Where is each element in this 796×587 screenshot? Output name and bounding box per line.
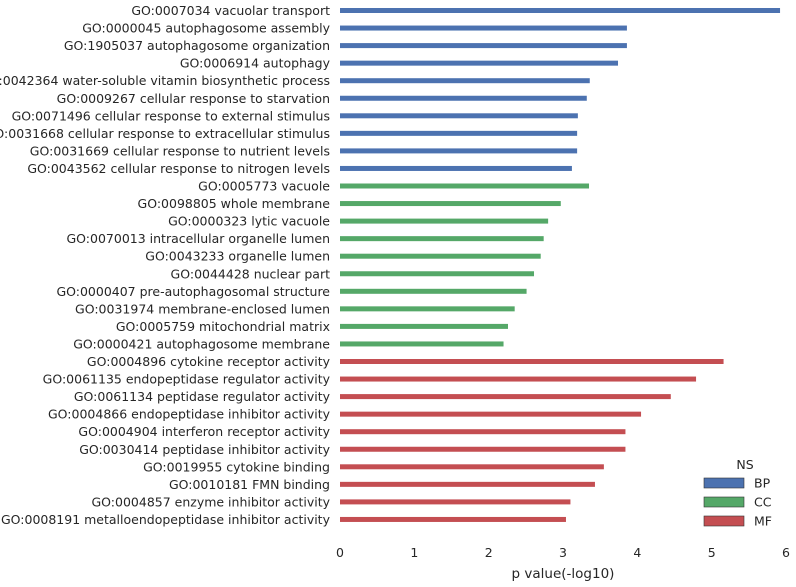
legend-label-mf: MF: [754, 514, 772, 529]
category-label: GO:0004896 cytokine receptor activity: [87, 354, 331, 369]
category-label: GO:0030414 peptidase inhibitor activity: [79, 442, 330, 457]
category-label: GO:0070013 intracellular organelle lumen: [66, 231, 330, 246]
bar-cc: [340, 253, 541, 259]
category-label: GO:0071496 cellular response to external…: [12, 108, 330, 123]
bar-cc: [340, 201, 561, 207]
category-label: GO:0007034 vacuolar transport: [131, 3, 330, 18]
bar-bp: [340, 60, 619, 66]
bar-cc: [340, 183, 590, 189]
bar-bp: [340, 148, 578, 154]
category-label: GO:0006914 autophagy: [180, 56, 331, 71]
category-label: GO:0000421 autophagosome membrane: [73, 336, 330, 351]
legend-label-cc: CC: [754, 495, 772, 510]
bar-cc: [340, 236, 544, 242]
x-tick-label: 2: [485, 545, 493, 560]
legend: NS BP CC MF: [703, 457, 772, 529]
x-tick-label: 6: [782, 545, 790, 560]
category-label: GO:0004866 endopeptidase inhibitor activ…: [48, 407, 331, 422]
bar-cc: [340, 218, 549, 224]
category-label: GO:0000407 pre-autophagosomal structure: [56, 284, 330, 299]
bar-bp: [340, 95, 587, 101]
bar-bp: [340, 165, 572, 171]
category-labels: GO:0007034 vacuolar transport GO:0000045 …: [0, 3, 331, 527]
x-tick-label: 4: [633, 545, 641, 560]
category-label: GO:1905037 autophagosome organization: [64, 38, 330, 53]
category-label: GO:0004857 enzyme inhibitor activity: [91, 494, 330, 509]
x-tick-label: 3: [559, 545, 567, 560]
bar-mf: [340, 359, 724, 364]
bars-layer: [340, 8, 781, 522]
bar-cc: [340, 288, 527, 294]
category-label: GO:0010181 FMN binding: [169, 477, 330, 492]
bar-bp: [340, 78, 590, 84]
x-tick-label: 1: [410, 545, 418, 560]
category-label: GO:0031974 membrane-enclosed lumen: [75, 301, 330, 316]
category-label: GO:0042364 water-soluble vitamin biosynt…: [0, 73, 330, 88]
category-label: GO:0000045 autophagosome assembly: [82, 21, 330, 36]
bar-mf: [340, 499, 571, 505]
bar-mf: [340, 464, 604, 470]
bar-cc: [340, 323, 508, 329]
legend-title: NS: [736, 457, 753, 472]
legend-entries: BP CC MF: [703, 476, 772, 529]
bar-cc: [340, 306, 515, 312]
category-label: GO:0009267 cellular response to starvati…: [57, 91, 330, 106]
bar-mf: [340, 394, 671, 400]
bar-mf: [340, 376, 697, 382]
category-label: GO:0043562 cellular response to nitrogen…: [27, 161, 330, 176]
category-label: GO:0004904 interferon receptor activity: [78, 424, 330, 439]
legend-swatch-cc: [703, 496, 745, 508]
category-label: GO:0005759 mitochondrial matrix: [116, 319, 330, 334]
x-axis-ticks: 0 1 2 3 4 5 6: [336, 545, 790, 560]
bar-mf: [340, 429, 626, 435]
category-label: GO:0019955 cytokine binding: [143, 459, 330, 474]
category-label: GO:0005773 vacuole: [198, 179, 330, 194]
bar-bp: [340, 25, 627, 31]
category-label: GO:0061135 endopeptidase regulator activ…: [43, 372, 331, 387]
bar-mf: [340, 481, 595, 487]
bar-bp: [340, 8, 781, 13]
bar-bp: [340, 43, 627, 49]
category-label: GO:0000323 lytic vacuole: [168, 214, 330, 229]
legend-label-bp: BP: [754, 476, 771, 491]
legend-swatch-mf: [703, 515, 745, 527]
category-label: GO:0061134 peptidase regulator activity: [74, 389, 331, 404]
bar-mf: [340, 446, 626, 452]
bar-mf: [340, 516, 566, 522]
category-label: GO:0031669 cellular response to nutrient…: [30, 143, 330, 158]
category-label: GO:0031668 cellular response to extracel…: [0, 126, 330, 141]
bar-cc: [340, 341, 504, 347]
category-label: GO:0008191 metalloendopeptidase inhibito…: [1, 512, 331, 527]
x-tick-label: 0: [336, 545, 344, 560]
bar-cc: [340, 271, 535, 277]
x-axis-title: p value(-log10): [512, 566, 615, 582]
bar-mf: [340, 411, 642, 417]
category-label: GO:0044428 nuclear part: [171, 266, 331, 281]
x-tick-label: 5: [708, 545, 716, 560]
category-label: GO:0043233 organelle lumen: [145, 249, 330, 264]
legend-swatch-bp: [703, 477, 745, 489]
category-label: GO:0098805 whole membrane: [138, 196, 331, 211]
bar-bp: [340, 113, 578, 119]
bar-bp: [340, 130, 578, 136]
